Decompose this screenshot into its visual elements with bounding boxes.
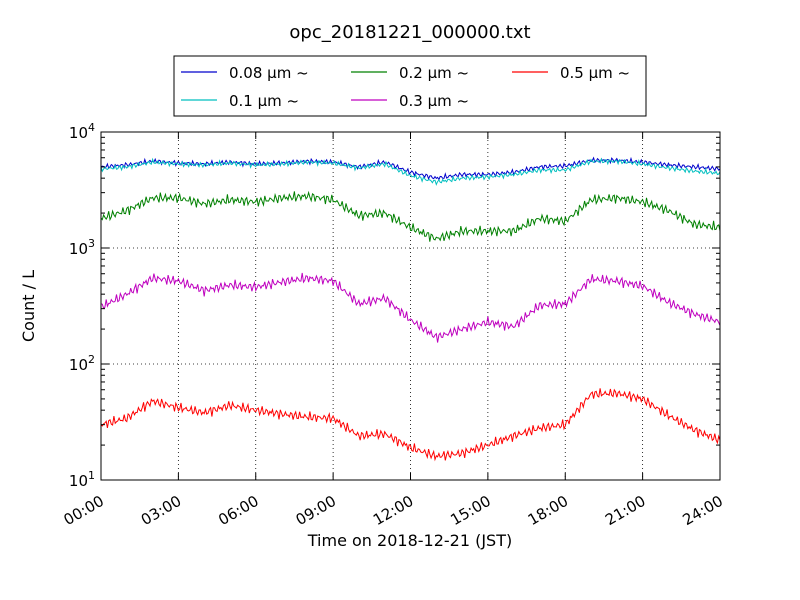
x-tick-label: 12:00 xyxy=(370,492,416,529)
y-tick-labels: 101 102 103 104 xyxy=(69,121,95,490)
x-tick-label: 06:00 xyxy=(215,492,261,529)
x-tick-label: 21:00 xyxy=(602,492,648,529)
x-tick-label: 15:00 xyxy=(447,492,493,529)
plot-area-frame xyxy=(100,131,721,481)
y-tick-label: 104 xyxy=(69,121,95,142)
legend: 0.08 μm ~ 0.1 μm ~ 0.2 μm ~ 0.3 μm ~ 0.5 μm … xyxy=(173,55,647,117)
x-tick-label: 03:00 xyxy=(138,492,184,529)
x-tick-label: 18:00 xyxy=(525,492,571,529)
series-line xyxy=(100,388,721,462)
legend-box xyxy=(173,55,647,117)
x-axis-label: Time on 2018-12-21 (JST) xyxy=(307,531,512,550)
y-axis-label: Count / L xyxy=(19,270,38,342)
legend-label: 0.1 μm ~ xyxy=(229,92,299,110)
series-line xyxy=(100,157,721,186)
legend-label: 0.3 μm ~ xyxy=(399,92,469,110)
x-tick-label: 00:00 xyxy=(61,492,107,529)
y-tick-label: 103 xyxy=(69,237,95,258)
chart-title: opc_20181221_000000.txt xyxy=(289,22,530,43)
x-tick-labels: 00:00 03:00 06:00 09:00 12:00 15:00 18:00 21:00… xyxy=(61,492,726,529)
series-lines xyxy=(100,156,721,462)
legend-label: 0.2 μm ~ xyxy=(399,64,469,82)
series-line xyxy=(100,272,721,343)
series-line xyxy=(100,190,721,242)
legend-label: 0.08 μm ~ xyxy=(229,64,309,82)
legend-label: 0.5 μm ~ xyxy=(560,64,630,82)
y-tick-label: 101 xyxy=(69,469,95,490)
y-tick-label: 102 xyxy=(69,353,95,374)
x-tick-label: 09:00 xyxy=(293,492,339,529)
legend-items: 0.08 μm ~ 0.1 μm ~ 0.2 μm ~ 0.3 μm ~ 0.5 μm … xyxy=(181,64,630,110)
grid-lines xyxy=(101,132,720,480)
x-tick-label: 24:00 xyxy=(680,492,726,529)
